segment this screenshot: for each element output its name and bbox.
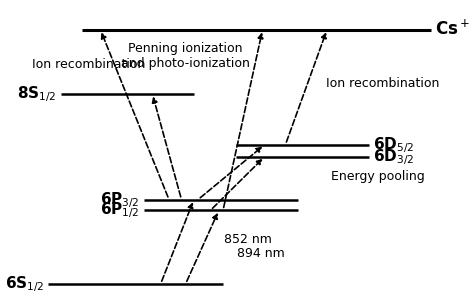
Text: Ion recombination: Ion recombination: [326, 76, 439, 90]
Text: 894 nm: 894 nm: [237, 247, 284, 260]
Text: 8S$_{1/2}$: 8S$_{1/2}$: [17, 84, 57, 104]
Text: 6P$_{1/2}$: 6P$_{1/2}$: [100, 200, 140, 220]
Text: 6P$_{3/2}$: 6P$_{3/2}$: [100, 190, 140, 209]
Text: 6S$_{1/2}$: 6S$_{1/2}$: [5, 274, 44, 294]
Text: Energy pooling: Energy pooling: [331, 170, 425, 183]
Text: Cs$^+$: Cs$^+$: [435, 20, 470, 39]
Text: 6D$_{5/2}$: 6D$_{5/2}$: [373, 135, 414, 155]
Text: 852 nm: 852 nm: [224, 233, 272, 246]
Text: Penning ionization
and photo-ionization: Penning ionization and photo-ionization: [121, 42, 250, 70]
Text: 6D$_{3/2}$: 6D$_{3/2}$: [373, 147, 414, 167]
Text: Ion recombination: Ion recombination: [32, 58, 145, 71]
